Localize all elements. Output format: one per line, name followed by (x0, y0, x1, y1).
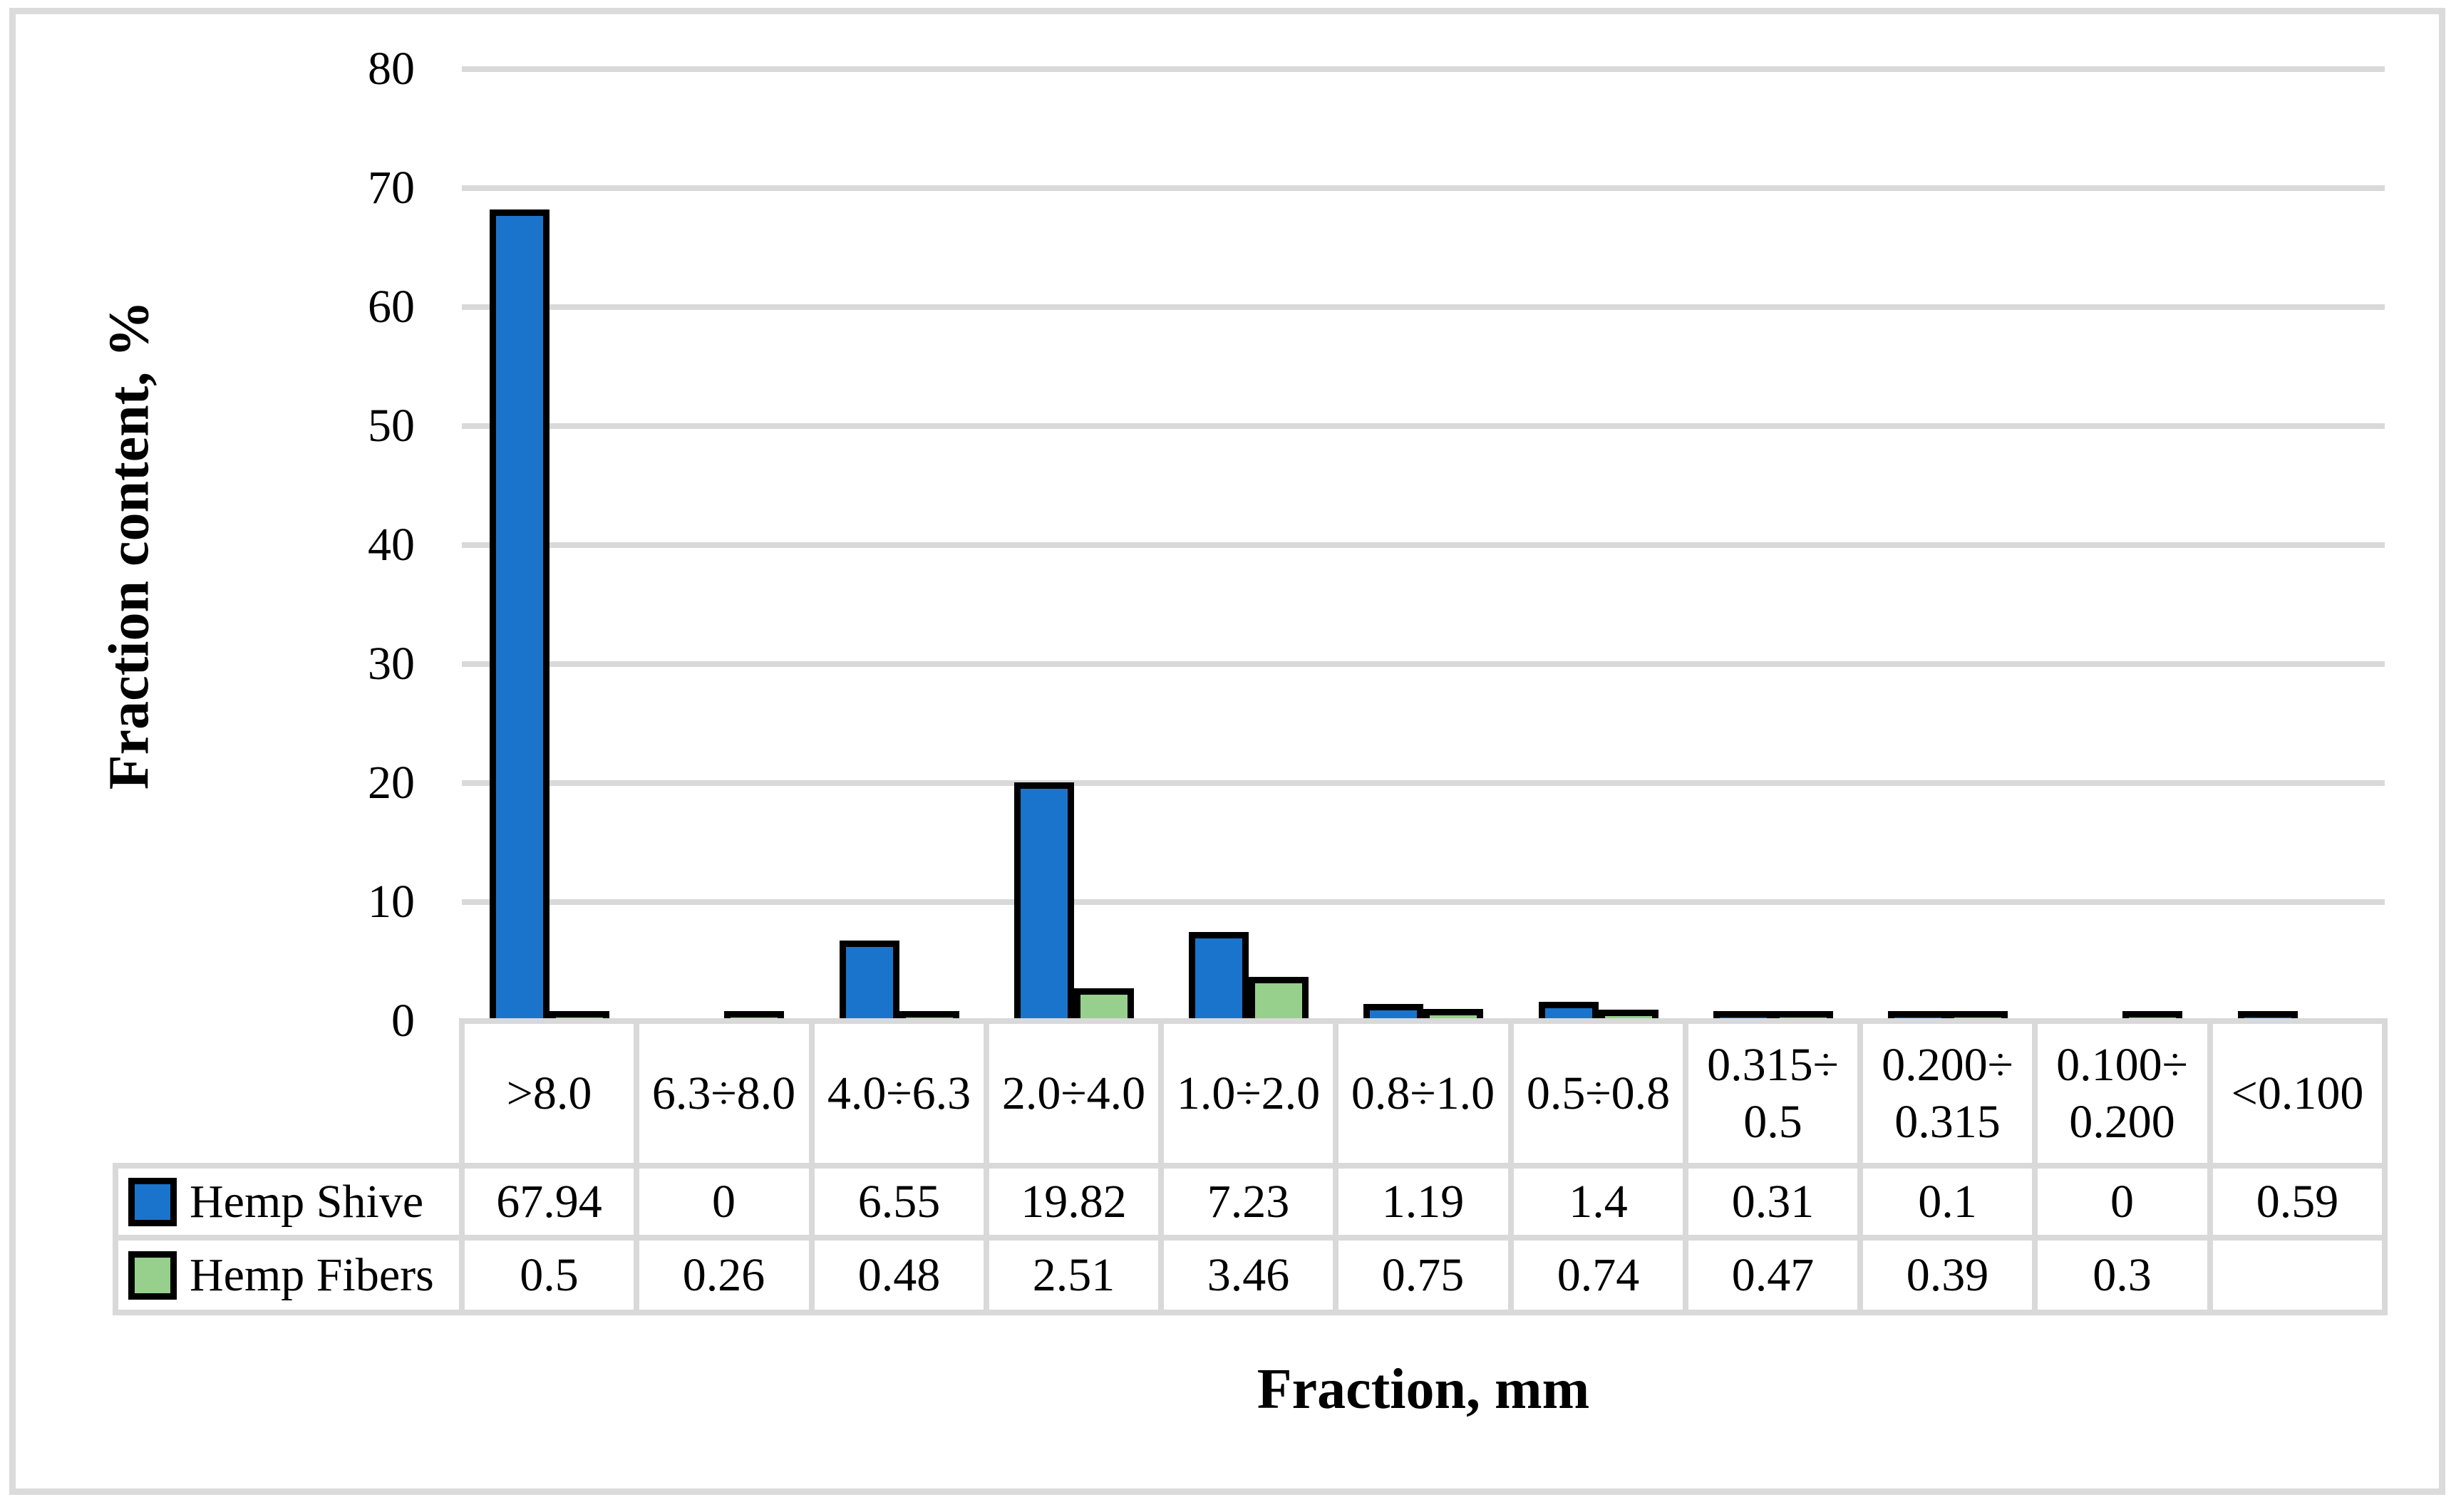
y-tick-label-40: 40 (368, 519, 415, 571)
category-header-line: >8.0 (506, 1067, 592, 1119)
y-tick-label-80: 80 (368, 43, 415, 95)
category-header-6: 0.5÷0.8 (1511, 1021, 1686, 1166)
value-cell-row0-col0: 67.94 (496, 1175, 602, 1228)
gridline-60 (462, 304, 2385, 310)
table-col-border-5 (1333, 1018, 1338, 1315)
table-col-border-3 (984, 1018, 989, 1315)
legend-hemp-fibers: Hemp Fibers (115, 1238, 462, 1312)
table-col-border-7 (1683, 1018, 1688, 1315)
gridline-20 (462, 780, 2385, 786)
legend-label: Hemp Shive (190, 1175, 424, 1228)
bar-hemp-shive-0 (490, 209, 550, 1021)
bar-hemp-shive-2 (840, 941, 899, 1021)
table-row-border-1 (113, 1163, 2388, 1169)
category-header-7: 0.315÷ 0.5 (1686, 1021, 1860, 1166)
value-cell-row0-col1: 0 (712, 1175, 736, 1228)
value-cell-row1-col7: 0.47 (1731, 1248, 1815, 1301)
value-cell-row1-col4: 3.46 (1207, 1248, 1290, 1301)
legend-swatch-hemp-fibers (128, 1250, 177, 1300)
value-cell-row0-col10: 0.59 (2256, 1175, 2339, 1228)
y-tick-label-0: 0 (391, 995, 415, 1047)
category-header-line: 6.3÷8.0 (651, 1067, 796, 1119)
bar-hemp-fibers-3 (1074, 988, 1134, 1021)
legend-column-left-border (113, 1163, 118, 1315)
category-header-line: 0.8÷1.0 (1351, 1067, 1495, 1119)
value-cell-row1-col10 (2210, 1238, 2385, 1312)
legend-swatch-hemp-shive (128, 1177, 177, 1226)
y-axis-title: Fraction content, % (98, 300, 161, 790)
table-bottom-border (113, 1310, 2388, 1315)
category-header-line: 0.200÷ (1882, 1038, 2013, 1091)
table-top-border (459, 1018, 2388, 1024)
x-axis-title: Fraction, mm (1257, 1358, 1590, 1421)
category-header-line: 0.100÷ (2056, 1038, 2188, 1091)
bar-hemp-shive-3 (1014, 782, 1074, 1021)
category-header-8: 0.200÷ 0.315 (1860, 1021, 2035, 1166)
category-header-line: 2.0÷4.0 (1001, 1067, 1146, 1119)
value-cell-row0-col8: 0.1 (1918, 1175, 1977, 1228)
category-header-1: 6.3÷8.0 (636, 1021, 811, 1166)
value-cell-row1-col5: 0.75 (1381, 1248, 1465, 1301)
bar-hemp-shive-6 (1539, 1002, 1599, 1021)
gridline-70 (462, 185, 2385, 191)
category-header-line: 0.315÷ (1707, 1038, 1839, 1091)
value-cell-row1-col9: 0.3 (2093, 1248, 2152, 1301)
category-header-line: 1.0÷2.0 (1176, 1067, 1321, 1119)
bar-hemp-fibers-4 (1249, 977, 1309, 1021)
value-cell-row0-col2: 6.55 (857, 1175, 941, 1228)
gridline-40 (462, 542, 2385, 548)
table-col-border-10 (2207, 1018, 2213, 1315)
bar-hemp-shive-4 (1189, 932, 1249, 1021)
table-col-border-6 (1508, 1018, 1514, 1315)
category-header-line: <0.100 (2231, 1067, 2364, 1119)
table-col-border-4 (1158, 1018, 1164, 1315)
category-header-4: 1.0÷2.0 (1161, 1021, 1336, 1166)
value-cell-row1-col3: 2.51 (1032, 1248, 1115, 1301)
category-header-2: 4.0÷6.3 (812, 1021, 986, 1166)
bar-hemp-fibers-5 (1423, 1009, 1483, 1021)
legend-label: Hemp Fibers (190, 1248, 434, 1301)
table-col-border-8 (1857, 1018, 1863, 1315)
value-cell-row0-col7: 0.31 (1731, 1175, 1815, 1228)
table-col-border-1 (634, 1018, 639, 1315)
value-cell-row0-col3: 19.82 (1021, 1175, 1127, 1228)
value-cell-row1-col0: 0.5 (520, 1248, 579, 1301)
value-cell-row0-col9: 0 (2110, 1175, 2134, 1228)
value-cell-row0-col4: 7.23 (1207, 1175, 1290, 1228)
table-col-border-9 (2032, 1018, 2038, 1315)
category-header-9: 0.100÷ 0.200 (2035, 1021, 2209, 1166)
y-tick-label-70: 70 (368, 162, 415, 214)
category-header-10: <0.100 (2210, 1021, 2385, 1166)
gridline-30 (462, 661, 2385, 667)
value-cell-row0-col5: 1.19 (1381, 1175, 1465, 1228)
category-header-line: 0.5÷0.8 (1526, 1067, 1671, 1119)
gridline-50 (462, 423, 2385, 429)
category-header-5: 0.8÷1.0 (1336, 1021, 1510, 1166)
gridline-10 (462, 899, 2385, 905)
table-col-border-0 (459, 1018, 465, 1315)
gridline-80 (462, 66, 2385, 72)
y-tick-label-20: 20 (368, 757, 415, 809)
y-tick-label-50: 50 (368, 400, 415, 452)
table-col-border-11 (2382, 1018, 2388, 1315)
category-header-line: 4.0÷6.3 (827, 1067, 971, 1119)
y-tick-label-10: 10 (368, 876, 415, 928)
category-header-line: 0.200 (2069, 1095, 2175, 1148)
y-tick-label-60: 60 (368, 281, 415, 333)
value-cell-row0-col6: 1.4 (1569, 1175, 1628, 1228)
value-cell-row1-col8: 0.39 (1906, 1248, 1989, 1301)
value-cell-row1-col6: 0.74 (1557, 1248, 1640, 1301)
table-row-border-2 (113, 1235, 2388, 1241)
y-tick-label-30: 30 (368, 638, 415, 690)
value-cell-row1-col1: 0.26 (682, 1248, 765, 1301)
category-header-line: 0.5 (1743, 1095, 1802, 1148)
category-header-0: >8.0 (462, 1021, 636, 1166)
table-col-border-2 (809, 1018, 815, 1315)
category-header-3: 2.0÷4.0 (986, 1021, 1161, 1166)
value-cell-row1-col2: 0.48 (857, 1248, 941, 1301)
category-header-line: 0.315 (1894, 1095, 2001, 1148)
legend-hemp-shive: Hemp Shive (115, 1166, 462, 1238)
